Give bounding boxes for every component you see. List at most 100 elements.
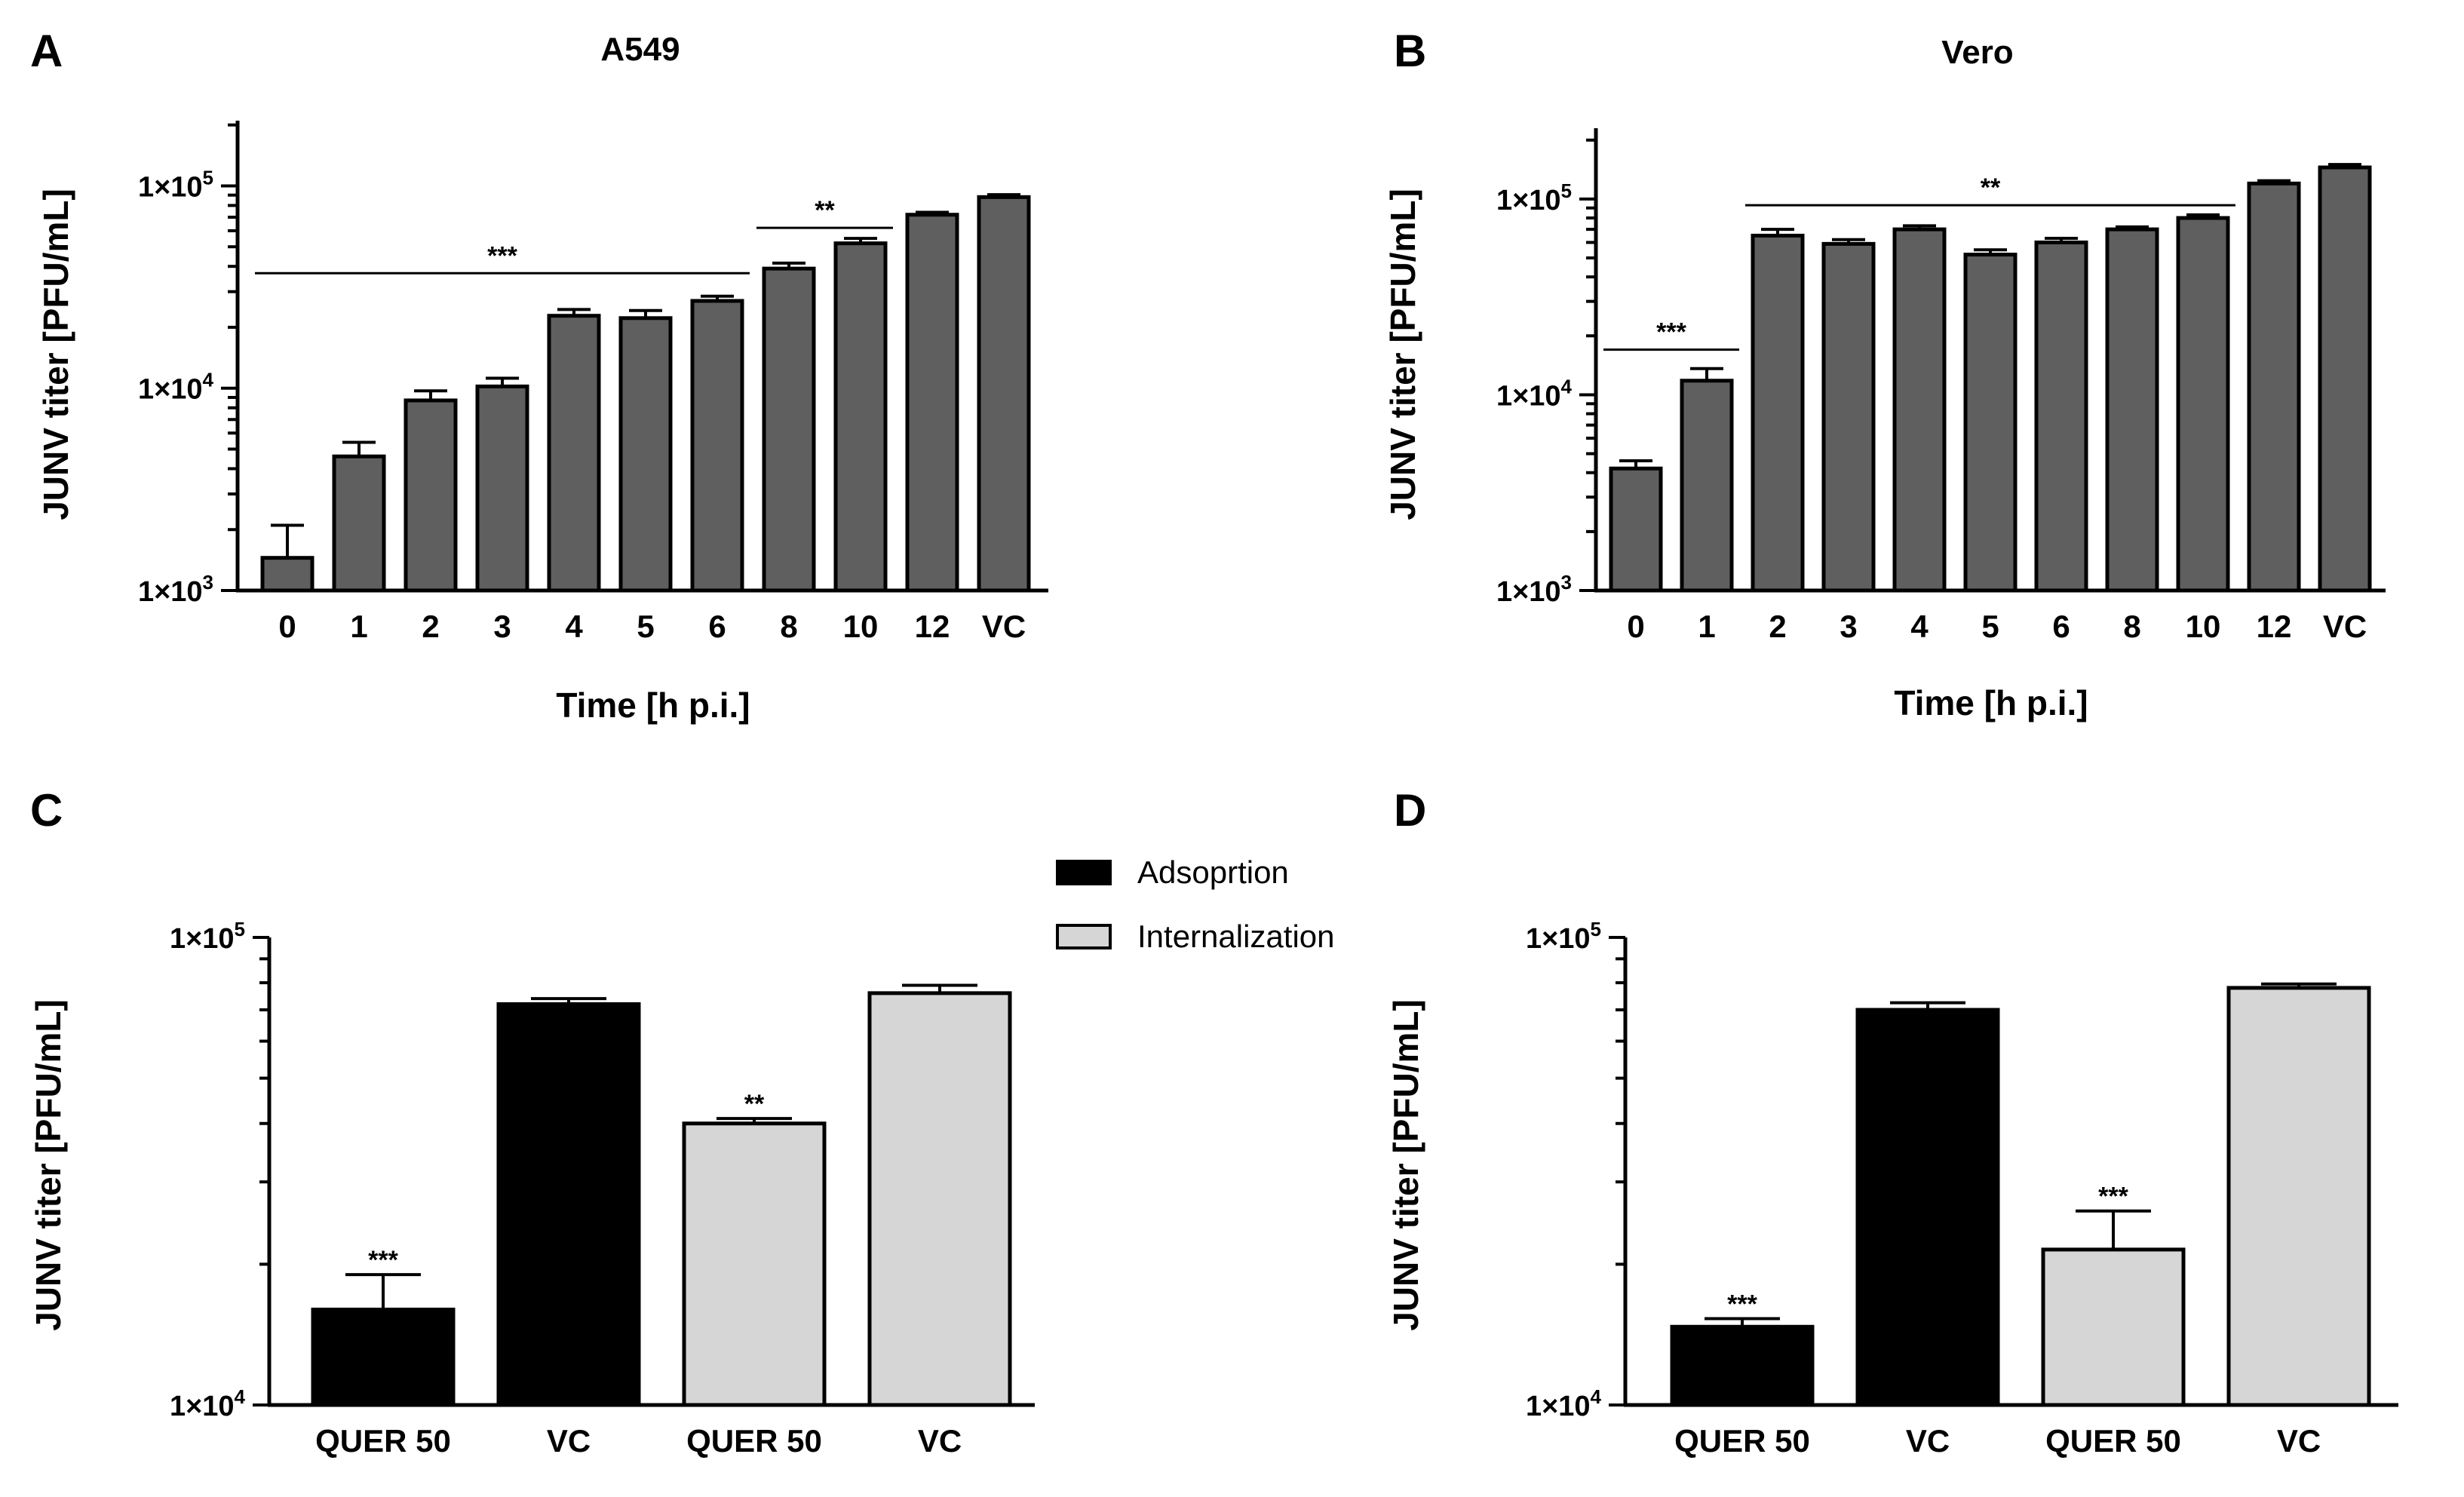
x-tick-label-b-4: 4 xyxy=(1910,609,1929,644)
x-tick-label-d-0: QUER 50 xyxy=(1674,1423,1810,1459)
panel-a: A A549 JUNV titer [PFU/mL] Time [h p.i.]… xyxy=(30,26,1048,725)
bar-b-1 xyxy=(1680,379,1734,593)
significance-star-d-0: *** xyxy=(1727,1290,1757,1318)
bar-a-0 xyxy=(260,556,315,593)
panel-c: C JUNV titer [PFU/mL] QUER 50 *** VC QUER 5… xyxy=(29,785,1035,1459)
x-tick-label-b-2: 2 xyxy=(1769,609,1786,644)
x-tick-label-a-3: 3 xyxy=(493,609,511,644)
x-tick-label-b-1: 1 xyxy=(1698,609,1715,644)
bar-c-0 xyxy=(311,1307,456,1407)
y-axis-label-c: JUNV titer [PFU/mL] xyxy=(29,999,68,1331)
x-tick-label-b-6: 6 xyxy=(2052,609,2070,644)
bar-a-5 xyxy=(618,316,673,593)
x-tick-label-d-2: QUER 50 xyxy=(2045,1423,2181,1459)
panel-b: B Vero JUNV titer [PFU/mL] Time [h p.i.]… xyxy=(1383,26,2386,722)
bar-a-10 xyxy=(977,195,1031,593)
y-axis-label-b: JUNV titer [PFU/mL] xyxy=(1383,189,1422,520)
x-tick-label-c-3: VC xyxy=(918,1423,962,1459)
legend-label-adsorption: Adsoprtion xyxy=(1137,854,1289,890)
x-tick-label-b-9: 12 xyxy=(2257,609,2292,644)
panel-d: D JUNV titer [PFU/mL] QUER 50 *** VC QUER 5… xyxy=(1386,785,2398,1459)
legend-swatch-adsorption xyxy=(1056,860,1112,885)
bar-b-9 xyxy=(2247,181,2301,593)
y-tick-label-c-0: 1×104 xyxy=(170,1385,246,1422)
x-tick-label-b-8: 10 xyxy=(2186,609,2221,644)
x-tick-label-b-7: 8 xyxy=(2123,609,2140,644)
significance-label-b-1: ** xyxy=(1981,173,2001,202)
panel-letter-a: A xyxy=(30,26,63,76)
y-tick-label-b-2: 1×105 xyxy=(1496,179,1572,216)
x-tick-label-c-2: QUER 50 xyxy=(686,1423,822,1459)
x-tick-label-d-3: VC xyxy=(2277,1423,2321,1459)
bar-c-3 xyxy=(867,991,1012,1407)
bar-a-1 xyxy=(332,454,386,593)
legend-swatch-internalization xyxy=(1056,924,1112,949)
x-tick-label-c-1: VC xyxy=(547,1423,591,1459)
significance-star-c-2: ** xyxy=(744,1090,765,1118)
significance-star-c-0: *** xyxy=(368,1246,398,1275)
x-tick-label-a-2: 2 xyxy=(422,609,439,644)
significance-label-b-0: *** xyxy=(1656,318,1686,347)
x-axis-label-a: Time [h p.i.] xyxy=(556,686,750,725)
legend: Adsoprtion Internalization xyxy=(1056,854,1335,954)
y-tick-label-b-0: 1×103 xyxy=(1496,571,1572,608)
x-tick-label-b-0: 0 xyxy=(1627,609,1644,644)
significance-label-a-0: *** xyxy=(487,241,517,270)
bar-b-8 xyxy=(2176,216,2230,593)
bar-b-6 xyxy=(2034,240,2088,593)
x-tick-label-b-3: 3 xyxy=(1840,609,1857,644)
significance-label-a-1: ** xyxy=(815,196,835,225)
y-axis-label-d: JUNV titer [PFU/mL] xyxy=(1386,999,1425,1331)
panel-letter-b: B xyxy=(1394,26,1426,76)
legend-label-internalization: Internalization xyxy=(1137,919,1335,954)
bar-c-1 xyxy=(496,1002,641,1407)
bar-b-4 xyxy=(1892,227,1947,593)
panel-letter-d: D xyxy=(1394,785,1426,836)
x-tick-label-a-7: 8 xyxy=(780,609,797,644)
bar-d-1 xyxy=(1855,1008,2000,1407)
x-tick-label-a-6: 6 xyxy=(708,609,726,644)
bar-b-7 xyxy=(2105,227,2159,593)
x-axis-label-b: Time [h p.i.] xyxy=(1894,683,2088,722)
x-tick-label-c-0: QUER 50 xyxy=(315,1423,451,1459)
y-tick-label-c-1: 1×105 xyxy=(170,918,245,955)
y-tick-label-d-1: 1×105 xyxy=(1526,918,1601,955)
panel-letter-c: C xyxy=(30,785,63,836)
bar-b-3 xyxy=(1821,241,1876,593)
bar-a-3 xyxy=(475,384,529,593)
bar-b-2 xyxy=(1751,233,1805,593)
bar-b-0 xyxy=(1609,466,1663,593)
bar-b-5 xyxy=(1963,253,2018,593)
bar-d-0 xyxy=(1670,1324,1815,1407)
bar-a-8 xyxy=(833,241,888,593)
panel-title-vero: Vero xyxy=(1941,34,2013,71)
bar-a-4 xyxy=(547,314,601,593)
x-tick-label-a-9: 12 xyxy=(915,609,950,644)
x-tick-label-a-10: VC xyxy=(982,609,1026,644)
bar-a-9 xyxy=(905,213,959,593)
y-tick-label-d-0: 1×104 xyxy=(1526,1385,1602,1422)
x-tick-label-a-0: 0 xyxy=(278,609,296,644)
panel-title-a549: A549 xyxy=(600,31,680,68)
y-tick-label-a-2: 1×105 xyxy=(138,166,213,203)
x-tick-label-d-1: VC xyxy=(1906,1423,1950,1459)
bar-d-3 xyxy=(2226,986,2371,1407)
x-tick-label-a-5: 5 xyxy=(637,609,654,644)
x-tick-label-a-4: 4 xyxy=(565,609,583,644)
x-tick-label-b-5: 5 xyxy=(1981,609,1999,644)
bar-c-2 xyxy=(682,1121,827,1407)
y-tick-label-a-1: 1×104 xyxy=(138,369,214,406)
bar-a-2 xyxy=(404,398,458,593)
x-tick-label-b-10: VC xyxy=(2323,609,2367,644)
bar-b-10 xyxy=(2318,165,2372,593)
significance-star-d-2: *** xyxy=(2098,1183,2128,1211)
x-tick-label-a-1: 1 xyxy=(350,609,367,644)
y-tick-label-a-0: 1×103 xyxy=(138,571,213,608)
bar-d-2 xyxy=(2041,1247,2186,1407)
bar-a-6 xyxy=(690,299,744,593)
y-tick-label-b-1: 1×104 xyxy=(1496,375,1573,412)
bar-a-7 xyxy=(762,266,816,593)
y-axis-label-a: JUNV titer [PFU/mL] xyxy=(36,189,75,520)
x-tick-label-a-8: 10 xyxy=(843,609,879,644)
